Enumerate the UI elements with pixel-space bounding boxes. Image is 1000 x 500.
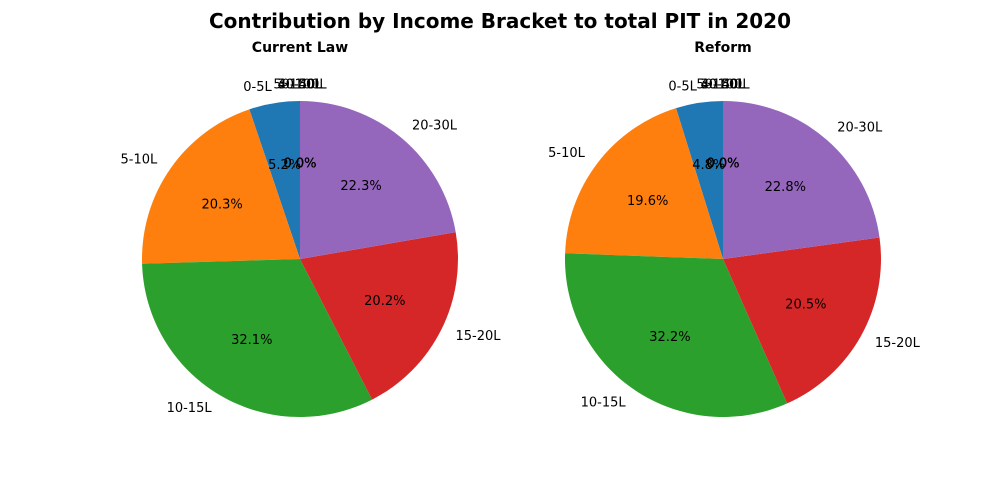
percent-label-50-100l: 0.0% [706,157,739,172]
percent-label-0-5l: 5.2% [268,158,301,173]
pie-title-current-law: Current Law [252,40,348,56]
percent-label-15-20l: 20.2% [364,294,405,309]
percent-label-10-15l: 32.1% [231,333,272,348]
category-label-10-15l: 10-15L [167,401,213,416]
category-label-40-50l: 40-50L [700,78,746,93]
percent-label-15-20l: 20.5% [785,298,826,313]
category-label-30-40l: 30-40L [700,78,746,93]
category-label-5-10l: 5-10L [121,152,159,167]
category-label-40-50l: 40-50L [277,78,323,93]
percent-label-20-30l: 22.8% [765,180,806,195]
category-label-15-20l: 15-20L [875,336,921,351]
labels-reform: 0-5L 4.8% 5-10L 19.6% 10-15L 32.2% 15-20L 20.5%… [548,78,920,411]
wedge-10-15l [564,253,788,417]
wedge-0-5l [249,101,300,259]
percent-label-gt-100l: 0.0% [283,157,316,172]
category-label-20-30l: 20-30L [412,119,458,134]
percent-label-10-15l: 32.2% [649,330,690,345]
figure-title: Contribution by Income Bracket to total … [209,9,791,33]
labels-current-law: 0-5L 5.2% 5-10L 20.3% 10-15L 32.1% 15-20L 20.2%… [121,78,502,416]
wedge-0-5l [676,101,723,259]
category-label-10-15l: 10-15L [581,395,627,410]
category-label-30-40l: 30-40L [277,78,323,93]
wedge-5-10l [565,108,723,260]
percent-label-gt-100l: 0.0% [706,157,739,172]
percent-label-20-30l: 22.3% [340,179,381,194]
wedge-15-20l [300,232,458,400]
category-label-15-20l: 15-20L [456,329,502,344]
wedges-reform [564,101,881,417]
category-label-0-5l: 0-5L [243,80,272,95]
category-label-0-5l: 0-5L [668,80,697,95]
percent-label-0-5l: 4.8% [692,158,725,173]
category-label-gt-100l: >100L [279,78,323,93]
pie-chart-reform: Reform 0-5L 4.8% 5-10L 19.6% 10-15L 32.2% 15-2… [548,40,921,417]
percent-label-50-100l: 0.0% [283,157,316,172]
percent-label-30-40l: 0.0% [706,157,739,172]
percent-label-5-10l: 19.6% [627,194,668,209]
percent-label-40-50l: 0.0% [283,157,316,172]
wedges-current-law [141,101,458,418]
percent-label-30-40l: 0.0% [283,157,316,172]
wedge-20-30l [723,101,880,259]
category-label-20-30l: 20-30L [837,120,883,135]
category-label-5-10l: 5-10L [548,146,586,161]
category-label-gt-100l: >100L [702,78,746,93]
wedge-15-20l [723,237,881,404]
pie-chart-current-law: Current Law 0-5L 5.2% 5-10L 20.3% 10-15L 32.1… [121,40,502,418]
percent-label-5-10l: 20.3% [201,197,242,212]
wedge-5-10l [141,109,300,264]
wedge-10-15l [142,259,373,418]
category-label-50-100l: 50-100L [273,78,327,93]
category-label-50-100l: 50-100L [696,78,750,93]
percent-label-40-50l: 0.0% [706,157,739,172]
pie-title-reform: Reform [694,40,751,56]
wedge-20-30l [300,101,456,259]
